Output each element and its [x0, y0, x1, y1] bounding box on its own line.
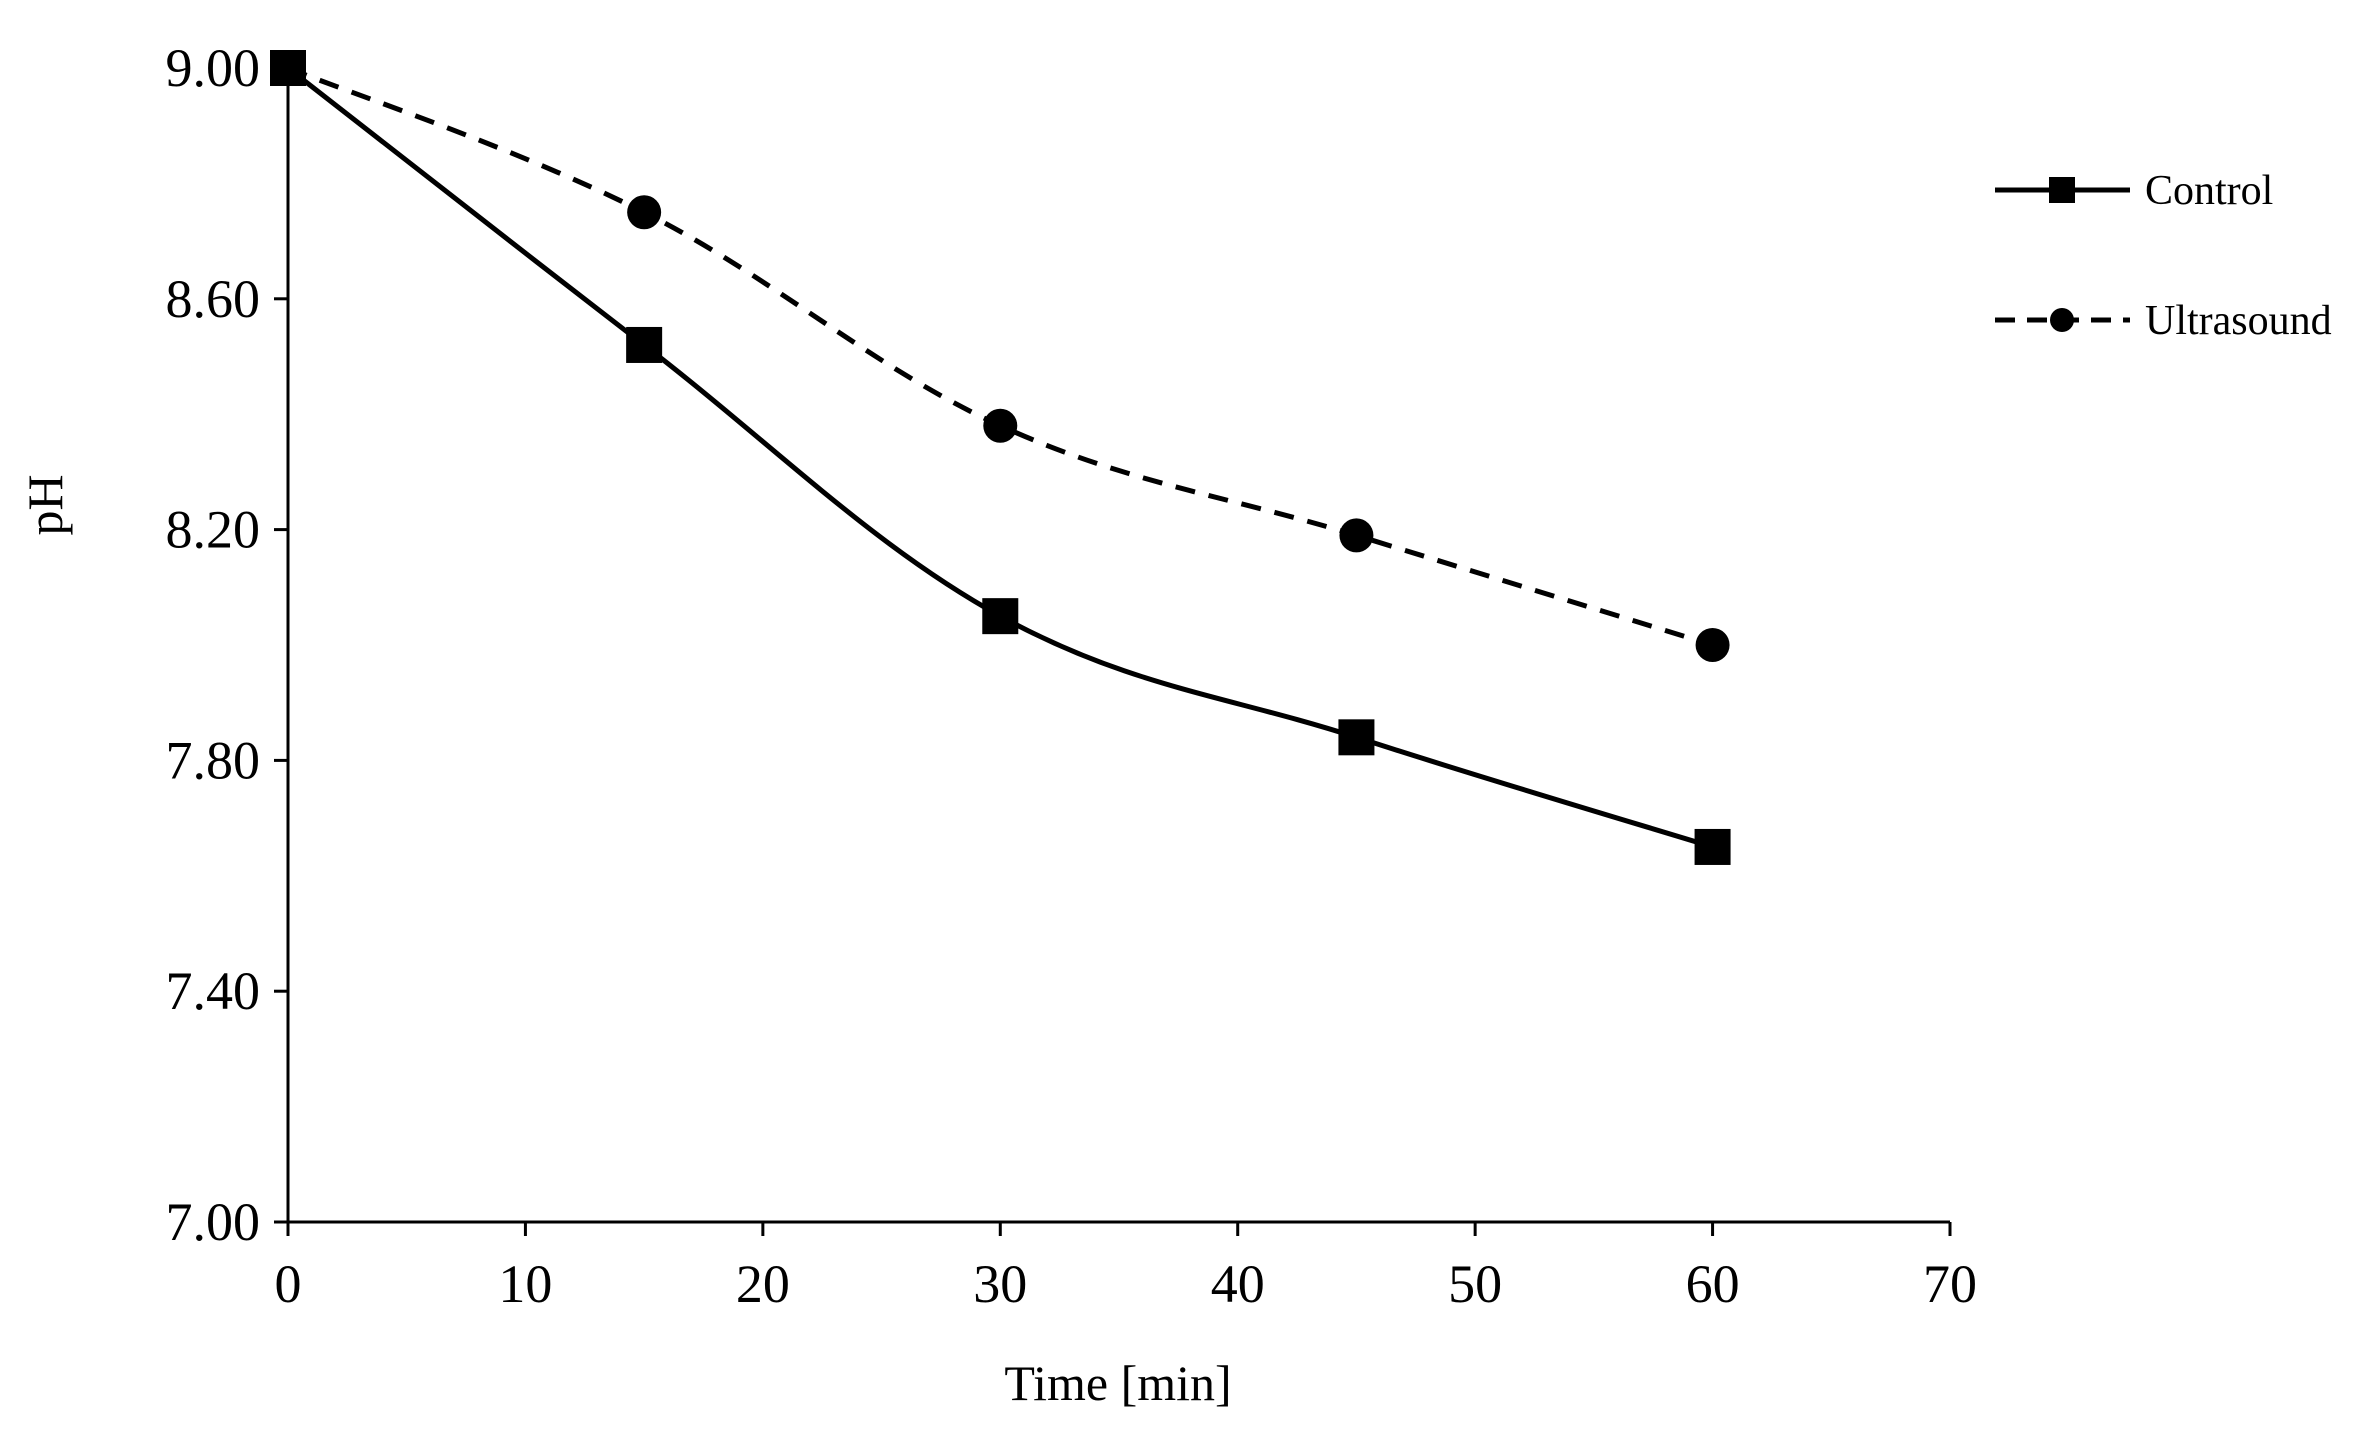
series-control: [270, 50, 1731, 865]
x-tick-label: 20: [736, 1254, 790, 1314]
data-point-ultrasound: [1695, 628, 1730, 662]
x-axis-title: Time [min]: [1004, 1355, 1231, 1411]
y-tick-label: 9.00: [166, 38, 261, 98]
x-tick-label: 50: [1448, 1254, 1502, 1314]
series-layer: [270, 50, 1731, 865]
x-tick-label: 40: [1211, 1254, 1265, 1314]
legend-item-control: Control: [1995, 168, 2273, 214]
x-tick-label: 0: [275, 1254, 302, 1314]
data-point-control: [982, 598, 1019, 635]
series-line-control: [286, 66, 1714, 850]
y-tick-label: 8.20: [166, 500, 261, 560]
series-ultrasound: [271, 51, 1730, 662]
y-tick-label: 8.60: [166, 269, 261, 329]
legend-item-ultrasound: Ultrasound: [1995, 298, 2332, 344]
y-axis-title: pH: [17, 474, 73, 535]
axes: 7.00 7.40 7.80 8.20 8.60 9.00 0 10 20 30 40 50 60 70: [166, 38, 1978, 1314]
legend-label-control: Control: [2145, 168, 2273, 214]
x-tick-label: 30: [973, 1254, 1027, 1314]
x-tick-label: 10: [498, 1254, 552, 1314]
data-point-ultrasound: [983, 408, 1018, 443]
y-tick-label: 7.00: [166, 1192, 261, 1252]
legend-marker-control: [2049, 177, 2075, 203]
data-point-ultrasound: [1339, 518, 1374, 553]
data-point-ultrasound: [627, 195, 662, 230]
legend: Control Ultrasound: [1995, 168, 2332, 344]
legend-label-ultrasound: Ultrasound: [2145, 298, 2332, 344]
legend-marker-ultrasound: [2050, 308, 2074, 332]
y-tick-label: 7.40: [166, 961, 261, 1021]
data-point-control: [1338, 719, 1375, 756]
x-tick-label: 70: [1923, 1254, 1977, 1314]
series-line-ultrasound: [287, 65, 1714, 648]
x-tick-label: 60: [1686, 1254, 1740, 1314]
data-point-control: [1694, 828, 1731, 865]
data-point-control: [626, 326, 663, 363]
data-point-control: [270, 50, 306, 86]
y-tick-label: 7.80: [166, 730, 261, 790]
